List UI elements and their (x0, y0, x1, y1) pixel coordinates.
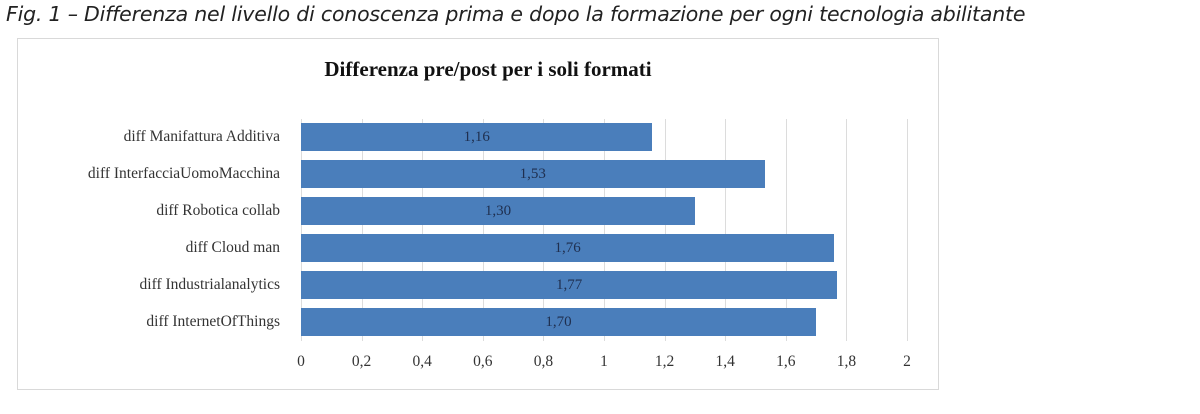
category-label: diff Cloud man (185, 239, 280, 256)
bar-value-label: 1,30 (484, 202, 512, 219)
category-label: diff InternetOfThings (146, 313, 280, 330)
bar-value-label: 1,16 (463, 128, 490, 145)
x-tick-label: 0,8 (533, 353, 554, 370)
category-label: diff Industrialanalytics (139, 276, 280, 293)
bar: 1,16 (301, 123, 653, 151)
plot-area: 1,16 1,53 1,30 1,76 1,77 1,70 (301, 119, 908, 341)
bar: 1,53 (301, 160, 765, 188)
gridline (907, 119, 908, 341)
gridline (361, 119, 363, 341)
gridline (543, 119, 545, 341)
bar-value-label: 1,53 (519, 165, 546, 182)
gridline (301, 119, 302, 341)
x-tick-label: 1,8 (836, 353, 857, 370)
bar-value-label: 1,77 (556, 276, 583, 293)
gridline (846, 119, 848, 341)
x-tick-label: 0 (297, 353, 305, 370)
bar: 1,77 (301, 271, 838, 299)
x-tick-label: 2 (903, 353, 911, 370)
bar: 1,76 (301, 234, 835, 262)
category-label: diff Robotica collab (156, 202, 280, 219)
bar-value-label: 1,76 (554, 239, 581, 256)
gridline (664, 119, 666, 341)
x-tick-label: 1 (600, 353, 608, 370)
gridline (482, 119, 484, 341)
bar-value-label: 1,70 (545, 313, 572, 330)
x-tick-label: 1,6 (776, 353, 796, 370)
figure-caption: Fig. 1 – Differenza nel livello di conos… (6, 2, 1026, 26)
bar: 1,70 (301, 308, 817, 336)
gridline (422, 119, 424, 341)
chart-title: Differenza pre/post per i soli formati (324, 57, 652, 81)
x-tick-label: 0,4 (412, 353, 432, 370)
x-tick-label: 0,6 (473, 353, 493, 370)
x-tick-label: 1,4 (715, 353, 735, 370)
gridline (725, 119, 727, 341)
x-tick-label: 0,2 (351, 353, 372, 370)
gridline (785, 119, 787, 341)
chart-frame: Differenza pre/post per i soli formati d… (17, 38, 939, 390)
gridline (604, 119, 605, 341)
category-label: diff Manifattura Additiva (123, 128, 280, 145)
category-label: diff InterfacciaUomoMacchina (87, 165, 280, 182)
x-tick-label: 1,2 (654, 353, 675, 370)
bar: 1,30 (301, 197, 695, 225)
